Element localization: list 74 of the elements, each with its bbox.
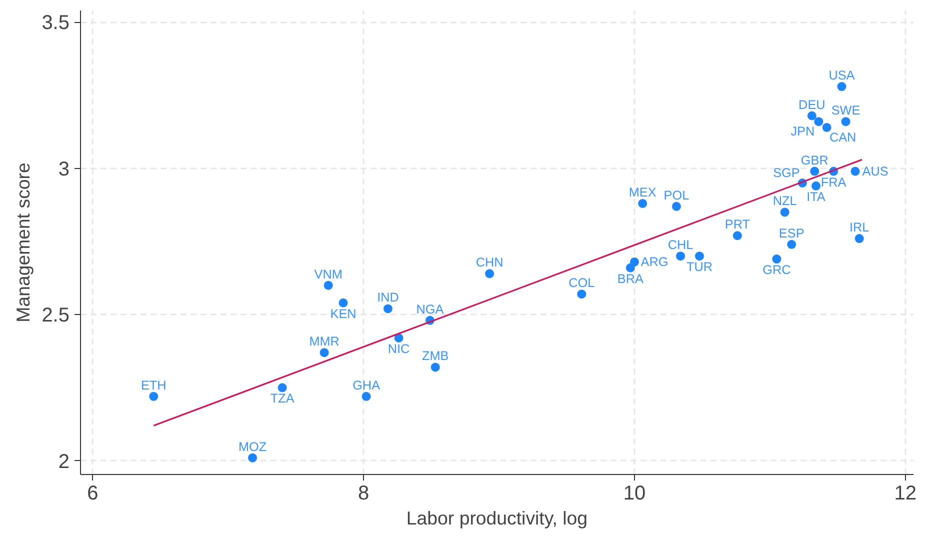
annotation: NZL (772, 194, 797, 208)
annotation: ETH (140, 378, 166, 392)
point (780, 208, 790, 217)
point (672, 202, 681, 211)
annotation: JPN (790, 124, 815, 139)
annotation: ZMB (422, 349, 449, 364)
x-tick-label: 6 (87, 482, 98, 504)
annotation: ARG (640, 254, 668, 269)
annotation: PRT (724, 218, 750, 232)
point (814, 117, 824, 126)
y-tick-label: 3.5 (42, 12, 70, 34)
point (732, 231, 742, 240)
annotation: IND (377, 290, 399, 305)
point (676, 252, 686, 261)
annotation: MOZ (238, 440, 267, 454)
x-tick-label: 12 (894, 482, 916, 504)
point (787, 240, 796, 249)
annotation: GHA (352, 378, 381, 392)
annotation: POL (664, 188, 690, 202)
y-tick-label: 2.5 (42, 304, 70, 327)
point (772, 254, 782, 264)
annotation: TUR (686, 260, 713, 274)
annotation: CHL (668, 238, 694, 252)
x-tick-label: 10 (623, 482, 646, 504)
annotation: ITA (806, 190, 826, 204)
annotation: CAN (829, 130, 856, 144)
annotation: USA (828, 68, 856, 83)
point (850, 166, 860, 176)
point (841, 117, 850, 126)
point (430, 362, 440, 372)
point (837, 82, 846, 92)
annotation: BRA (617, 272, 644, 286)
point (248, 453, 258, 462)
x-tick-label: 8 (358, 482, 370, 504)
y-tick-label: 2 (58, 450, 70, 473)
point (383, 304, 392, 314)
point (149, 392, 158, 401)
annotation: CHN (476, 256, 504, 270)
annotation: ESP (778, 226, 804, 240)
annotation: IRL (849, 220, 870, 235)
annotation: GBR (800, 153, 828, 168)
point (694, 252, 704, 261)
annotation: KEN (330, 306, 356, 321)
annotation: SGP (773, 166, 800, 180)
annotation: MMR (309, 334, 340, 349)
point (338, 298, 348, 308)
annotation: MEX (628, 185, 657, 200)
annotation: FRA (820, 175, 847, 190)
annotation: DEU (798, 98, 826, 112)
point (638, 198, 648, 208)
annotation: VNM (314, 267, 342, 282)
y-axis-title: Management score (12, 162, 34, 322)
point (362, 392, 371, 401)
point (324, 280, 333, 290)
point (810, 166, 820, 176)
x-axis-title: Labor productivity, log (406, 508, 588, 528)
point (630, 257, 639, 266)
point (320, 348, 329, 358)
point (278, 383, 287, 392)
point (811, 181, 820, 190)
annotation: SWE (831, 104, 860, 118)
point (822, 122, 832, 132)
annotation: TZA (270, 392, 295, 406)
annotation: AUS (862, 164, 888, 178)
point (807, 111, 816, 120)
point (485, 269, 494, 278)
annotation: NGA (416, 302, 444, 316)
annotation: GRC (762, 263, 791, 278)
point (394, 333, 404, 342)
annotation: NIC (388, 342, 410, 356)
point (854, 234, 864, 244)
point (577, 290, 586, 299)
y-tick-label: 3 (58, 158, 70, 180)
annotation: COL (568, 276, 595, 290)
